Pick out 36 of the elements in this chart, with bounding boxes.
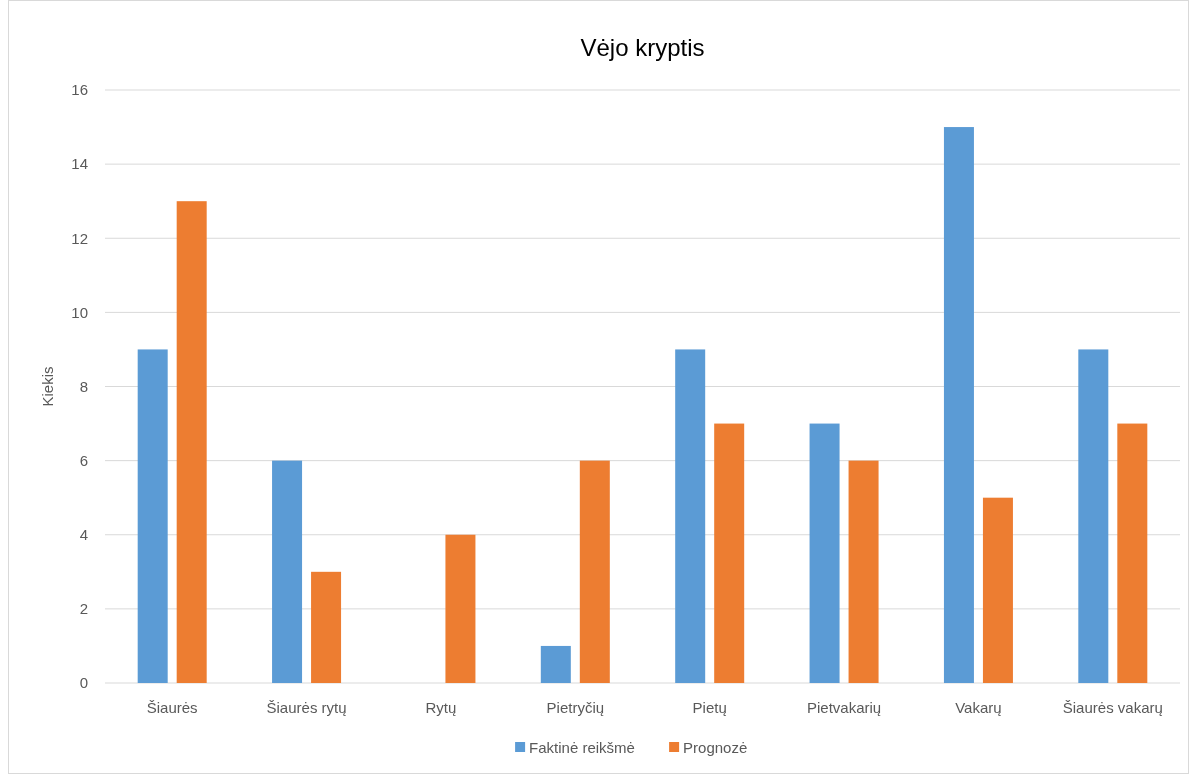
y-axis-title: Kiekis bbox=[39, 366, 56, 407]
chart-title: Vėjo kryptis bbox=[580, 34, 705, 61]
x-tick-label: Rytų bbox=[425, 699, 457, 716]
bar bbox=[579, 460, 610, 683]
bar bbox=[1078, 349, 1109, 683]
bar bbox=[982, 497, 1013, 683]
bar bbox=[675, 349, 706, 683]
bar bbox=[540, 645, 571, 683]
x-tick-label: Šiaurės rytų bbox=[266, 699, 347, 716]
y-tick-label: 14 bbox=[71, 155, 88, 173]
bar bbox=[1117, 423, 1148, 683]
x-tick-label: Pietų bbox=[692, 699, 727, 716]
y-tick-label: 8 bbox=[79, 377, 88, 395]
bar bbox=[272, 460, 303, 683]
y-tick-label: 12 bbox=[71, 229, 88, 247]
x-tick-label: Pietvakarių bbox=[806, 699, 882, 716]
x-tick-label: Vakarų bbox=[955, 699, 1002, 716]
bar bbox=[943, 127, 974, 683]
bar bbox=[445, 534, 476, 683]
y-tick-label: 2 bbox=[79, 600, 88, 618]
y-tick-label: 10 bbox=[71, 303, 88, 321]
bar bbox=[311, 571, 342, 683]
x-tick-label: Šiaurės bbox=[146, 699, 198, 716]
legend-label: Faktinė reikšmė bbox=[529, 739, 635, 757]
bar bbox=[848, 460, 879, 683]
bar bbox=[176, 201, 207, 683]
legend-label: Prognozė bbox=[683, 739, 748, 757]
bar bbox=[809, 423, 840, 683]
y-tick-label: 4 bbox=[79, 526, 88, 543]
y-tick-label: 16 bbox=[71, 81, 88, 99]
x-tick-label: Pietryčių bbox=[546, 699, 605, 716]
y-tick-label: 6 bbox=[79, 451, 88, 469]
y-tick-label: 0 bbox=[79, 674, 88, 692]
bar bbox=[137, 349, 168, 683]
bar bbox=[714, 423, 745, 683]
x-tick-label: Šiaurės vakarų bbox=[1062, 699, 1163, 716]
